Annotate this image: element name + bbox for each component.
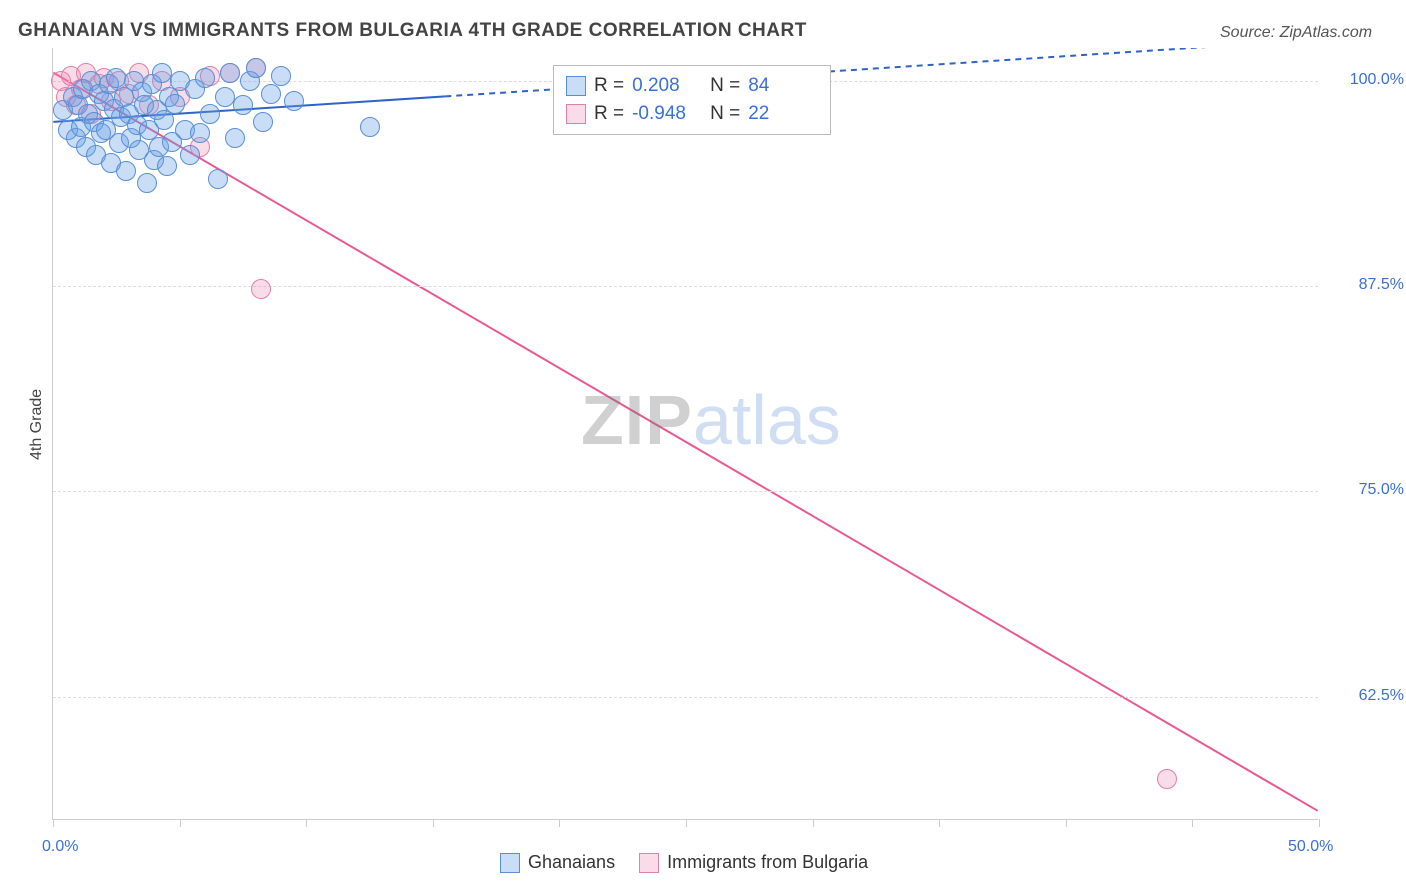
series-legend: Ghanaians Immigrants from Bulgaria — [500, 852, 868, 873]
gridline — [53, 697, 1318, 698]
x-tick — [306, 819, 307, 827]
n-label: N = — [710, 75, 740, 97]
plot-area: ZIPatlas — [52, 48, 1318, 820]
pink-marker — [251, 279, 271, 299]
blue-marker — [190, 123, 210, 143]
stats-legend: R = 0.208 N = 84 R = -0.948 N = 22 — [553, 65, 831, 135]
y-tick-label: 100.0% — [1324, 71, 1404, 89]
n-value-pink: 22 — [748, 103, 818, 125]
x-tick — [559, 819, 560, 827]
blue-marker — [360, 117, 380, 137]
blue-marker — [284, 91, 304, 111]
y-tick-label: 87.5% — [1324, 276, 1404, 294]
pink-marker — [1157, 769, 1177, 789]
x-tick — [1319, 819, 1320, 827]
r-value-blue: 0.208 — [632, 75, 702, 97]
y-tick-label: 75.0% — [1324, 481, 1404, 499]
x-tick — [686, 819, 687, 827]
blue-marker — [208, 169, 228, 189]
blue-marker — [225, 128, 245, 148]
y-tick-label: 62.5% — [1324, 687, 1404, 705]
r-value-pink: -0.948 — [632, 103, 702, 125]
blue-marker — [157, 156, 177, 176]
blue-marker — [195, 68, 215, 88]
blue-marker — [220, 63, 240, 83]
x-tick — [939, 819, 940, 827]
blue-marker — [233, 95, 253, 115]
trend-lines — [53, 48, 1318, 819]
legend-item-blue: Ghanaians — [500, 852, 615, 873]
x-tick — [433, 819, 434, 827]
x-tick-label: 50.0% — [1288, 838, 1333, 856]
chart-title: GHANAIAN VS IMMIGRANTS FROM BULGARIA 4TH… — [18, 20, 807, 42]
y-axis-label: 4th Grade — [28, 389, 46, 460]
blue-marker — [180, 145, 200, 165]
blue-marker — [165, 94, 185, 114]
stats-row-pink: R = -0.948 N = 22 — [566, 100, 818, 128]
blue-marker — [246, 58, 266, 78]
legend-item-pink: Immigrants from Bulgaria — [639, 852, 868, 873]
blue-marker — [200, 104, 220, 124]
blue-marker — [261, 84, 281, 104]
n-value-blue: 84 — [748, 75, 818, 97]
r-label: R = — [594, 103, 624, 125]
source-attribution: Source: ZipAtlas.com — [1220, 24, 1372, 42]
blue-marker — [253, 112, 273, 132]
x-tick — [53, 819, 54, 827]
legend-label-pink: Immigrants from Bulgaria — [667, 852, 868, 873]
n-label: N = — [710, 103, 740, 125]
blue-marker — [137, 173, 157, 193]
source-prefix: Source: — [1220, 24, 1280, 41]
x-tick — [1066, 819, 1067, 827]
x-tick — [813, 819, 814, 827]
x-tick — [1192, 819, 1193, 827]
gridline — [53, 491, 1318, 492]
blue-marker — [116, 161, 136, 181]
x-tick — [180, 819, 181, 827]
gridline — [53, 286, 1318, 287]
swatch-blue — [566, 76, 586, 96]
r-label: R = — [594, 75, 624, 97]
swatch-pink — [566, 104, 586, 124]
swatch-pink — [639, 853, 659, 873]
blue-marker — [271, 66, 291, 86]
legend-label-blue: Ghanaians — [528, 852, 615, 873]
stats-row-blue: R = 0.208 N = 84 — [566, 72, 818, 100]
x-tick-label: 0.0% — [42, 838, 78, 856]
source-name: ZipAtlas.com — [1280, 24, 1372, 41]
swatch-blue — [500, 853, 520, 873]
